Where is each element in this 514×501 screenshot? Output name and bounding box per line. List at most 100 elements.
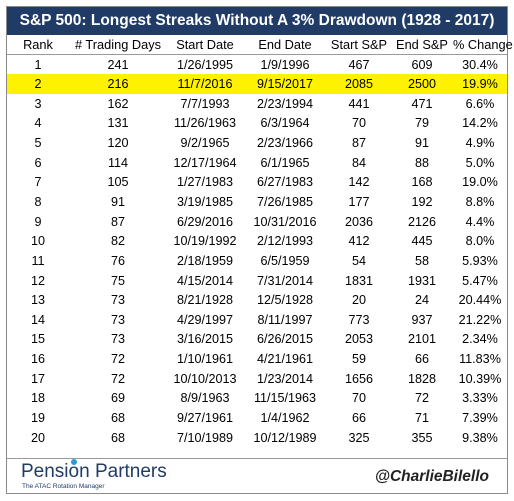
table-cell: 2.34%	[462, 332, 498, 347]
table-row: 3 162 7/7/1993 2/23/1994 441 471 6.6%	[7, 94, 507, 114]
table-cell: 20.44%	[458, 293, 502, 308]
table-cell: 4/29/1997	[176, 312, 234, 327]
table-cell: 10	[30, 234, 45, 249]
table-cell: 19	[30, 410, 45, 425]
table-cell: 7	[34, 175, 42, 190]
table-cell: 1/10/1961	[176, 352, 234, 367]
table-cell: 69	[110, 391, 125, 406]
col-header-start-date: Start Date	[167, 35, 243, 56]
table-cell: 12/5/1928	[256, 293, 314, 308]
table-cell: 8/9/1963	[180, 391, 230, 406]
table-cell: 73	[110, 312, 125, 327]
table-cell: 8/21/1928	[176, 293, 234, 308]
table-cell: 2500	[391, 74, 453, 94]
table-row: 13 73 8/21/1928 12/5/1928 20 24 20.44%	[7, 290, 507, 310]
table-cell: 162	[107, 96, 129, 111]
table-cell: 4/21/1961	[256, 352, 314, 367]
table-cell: 13	[30, 293, 45, 308]
col-header-start-sp: Start S&P	[327, 35, 391, 56]
table-row: 7 105 1/27/1983 6/27/1983 142 168 19.0%	[7, 172, 507, 192]
table-cell: 73	[110, 293, 125, 308]
table-cell: 9/27/1961	[176, 410, 234, 425]
table-cell: 1	[34, 57, 42, 72]
table-cell: 11.83%	[459, 352, 501, 367]
table-cell: 76	[110, 253, 125, 268]
table-cell: 6.6%	[465, 96, 495, 111]
table-cell: 79	[414, 116, 429, 131]
table-row: 4 131 11/26/1963 6/3/1964 70 79 14.2%	[7, 114, 507, 134]
table-cell: 168	[411, 175, 433, 190]
table-cell: 471	[411, 96, 433, 111]
table-cell: 10.39%	[458, 371, 502, 386]
table-cell: 1/27/1983	[176, 175, 234, 190]
table-cell: 20	[30, 430, 45, 445]
table-row: 10 82 10/19/1992 2/12/1993 412 445 8.0%	[7, 231, 507, 251]
table-cell: 1656	[344, 371, 374, 386]
table-cell: 73	[110, 332, 125, 347]
table-cell: 6	[34, 155, 42, 170]
table-cell: 18	[30, 391, 45, 406]
table-cell: 19.0%	[462, 175, 498, 190]
table-cell: 58	[414, 253, 429, 268]
table-cell: 120	[107, 136, 129, 151]
table-row: 20 68 7/10/1989 10/12/1989 325 355 9.38%	[7, 428, 507, 448]
table-cell: 91	[414, 136, 429, 151]
table-cell: 7/31/2014	[256, 273, 314, 288]
table-cell: 9/15/2017	[243, 74, 327, 94]
table-cell: 8.8%	[465, 194, 495, 209]
table-cell: 114	[107, 155, 129, 170]
table-cell: 3/19/1985	[176, 194, 234, 209]
table-cell: 1/4/1962	[260, 410, 310, 425]
table-cell: 2/18/1959	[176, 253, 234, 268]
table-row: 9 87 6/29/2016 10/31/2016 2036 2126 4.4%	[7, 212, 507, 232]
table-cell: 9.38%	[462, 430, 498, 445]
table-row: 8 91 3/19/1985 7/26/1985 177 192 8.8%	[7, 192, 507, 212]
table-cell: 24	[414, 293, 429, 308]
table-cell: 4	[34, 116, 42, 131]
table-cell: 177	[348, 194, 370, 209]
table-cell: 441	[348, 96, 370, 111]
table-cell: 20	[351, 293, 366, 308]
table-row: 5 120 9/2/1965 2/23/1966 87 91 4.9%	[7, 133, 507, 153]
table-cell: 355	[411, 430, 433, 445]
table-cell: 105	[107, 175, 129, 190]
table-row: 15 73 3/16/2015 6/26/2015 2053 2101 2.34%	[7, 330, 507, 350]
table-cell: 9/2/1965	[180, 136, 230, 151]
col-header-pct-change: % Change	[453, 35, 513, 56]
table-cell: 7/26/1985	[256, 194, 314, 209]
table-cell: 66	[351, 410, 366, 425]
table-cell: 12	[30, 273, 45, 288]
brand-tagline: The ATAC Rotation Manager	[22, 483, 105, 490]
table-cell: 19.9%	[453, 74, 507, 94]
table-row: 2 216 11/7/2016 9/15/2017 2085 2500 19.9%	[7, 74, 507, 94]
table-cell: 15	[30, 332, 45, 347]
pension-partners-logo: Pensi on Partners The ATAC Rotation Manag…	[21, 459, 167, 490]
table-cell: 5.93%	[462, 253, 498, 268]
table-cell: 4.4%	[465, 214, 495, 229]
table-cell: 12/17/1964	[173, 155, 237, 170]
table-cell: 7/10/1989	[176, 430, 234, 445]
table-cell: 72	[110, 371, 125, 386]
table-cell: 17	[30, 371, 45, 386]
table-title: S&P 500: Longest Streaks Without A 3% Dr…	[7, 7, 507, 35]
table-cell: 7/7/1993	[180, 96, 230, 111]
table-row: 14 73 4/29/1997 8/11/1997 773 937 21.22%	[7, 310, 507, 330]
table-cell: 2101	[407, 332, 437, 347]
table-cell: 1831	[344, 273, 374, 288]
table-cell: 68	[110, 430, 125, 445]
table-cell: 14.2%	[462, 116, 498, 131]
table-cell: 11/26/1963	[173, 116, 237, 131]
table-cell: 609	[411, 57, 433, 72]
table-cell: 1/9/1996	[260, 57, 310, 72]
table-row: 11 76 2/18/1959 6/5/1959 54 58 5.93%	[7, 251, 507, 271]
table-cell: 10/10/2013	[173, 371, 237, 386]
table-cell: 11	[31, 253, 45, 268]
table-cell: 70	[351, 391, 366, 406]
table-cell: 6/29/2016	[176, 214, 234, 229]
table-cell: 2/12/1993	[256, 234, 314, 249]
table-cell: 54	[351, 253, 366, 268]
table-cell: 8/11/1997	[257, 312, 313, 327]
table-cell: 8	[34, 194, 42, 209]
table-cell: 2	[7, 74, 69, 94]
table-cell: 1828	[407, 371, 437, 386]
